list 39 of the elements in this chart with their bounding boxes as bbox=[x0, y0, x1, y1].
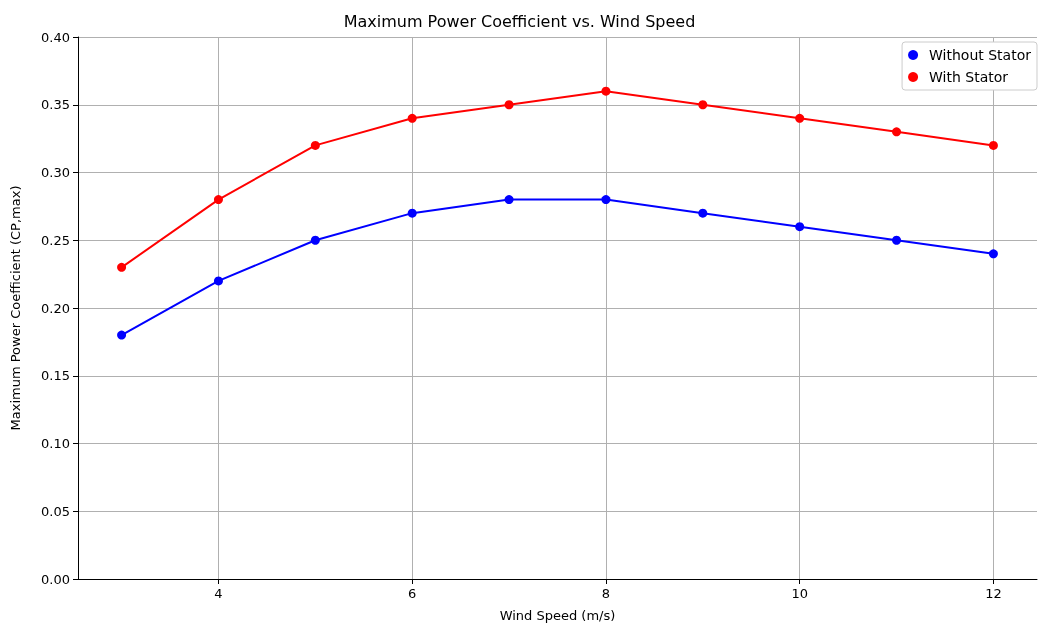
point bbox=[795, 113, 805, 123]
x-tick-label: 6 bbox=[408, 586, 417, 601]
x-axis-title: Wind Speed (m/s) bbox=[499, 608, 616, 623]
legend-label: Without Stator bbox=[929, 47, 1032, 63]
point bbox=[601, 86, 611, 96]
legend-label: With Stator bbox=[929, 69, 1009, 85]
point bbox=[407, 208, 417, 218]
x-tick-label: 4 bbox=[214, 586, 223, 601]
point bbox=[117, 330, 127, 340]
y-tick-label: 0.10 bbox=[41, 436, 70, 451]
y-axis-title: Maximum Power Coefficient (CP,max) bbox=[8, 185, 23, 431]
point bbox=[117, 262, 127, 272]
y-tick-label: 0.40 bbox=[41, 29, 70, 45]
x-tick-label: 10 bbox=[791, 586, 808, 601]
point bbox=[504, 100, 514, 110]
point bbox=[988, 140, 998, 150]
point bbox=[988, 249, 998, 259]
point bbox=[892, 235, 902, 245]
y-tick-label: 0.00 bbox=[41, 571, 70, 587]
point bbox=[504, 195, 514, 205]
y-tick-label: 0.20 bbox=[41, 300, 70, 316]
point bbox=[213, 276, 223, 286]
point bbox=[698, 208, 708, 218]
point bbox=[698, 100, 708, 110]
point bbox=[601, 195, 611, 205]
y-tick-label: 0.25 bbox=[41, 232, 70, 248]
point bbox=[310, 235, 320, 245]
y-tick-label: 0.15 bbox=[41, 368, 70, 384]
y-tick-label: 0.30 bbox=[41, 165, 70, 180]
point bbox=[213, 195, 223, 205]
point bbox=[407, 113, 417, 123]
y-tick-label: 0.05 bbox=[41, 503, 70, 519]
point bbox=[795, 222, 805, 232]
chart-title: Maximum Power Coefficient vs. Wind Speed bbox=[343, 11, 696, 31]
x-tick-label: 12 bbox=[985, 586, 1002, 601]
y-tick-label: 0.35 bbox=[41, 97, 70, 113]
point bbox=[892, 127, 902, 137]
x-tick-label: 8 bbox=[601, 586, 611, 601]
point bbox=[310, 140, 320, 150]
